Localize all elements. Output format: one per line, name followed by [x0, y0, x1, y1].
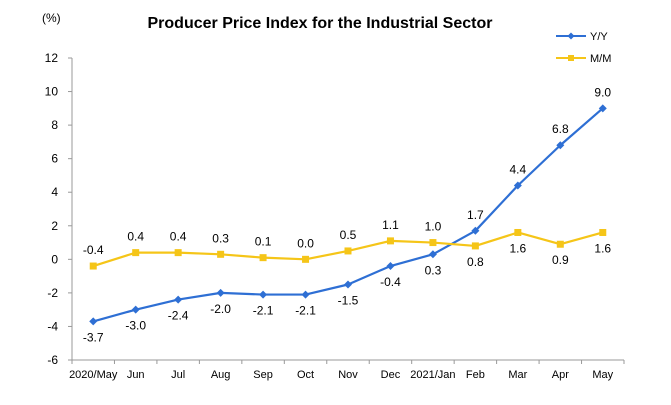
x-tick-label: Dec [381, 369, 401, 381]
chart-title: Producer Price Index for the Industrial … [148, 15, 493, 32]
mm-point-marker [217, 250, 225, 258]
yy-point-marker [89, 317, 98, 326]
x-tick-label: Aug [211, 369, 231, 381]
yy-point-marker [386, 262, 395, 271]
axes: -6 -4 -2 0 2 4 6 8 10 12 2020/May Jun Jul Aug Sep Oct No… [45, 51, 625, 381]
y-tick-label: 0 [51, 252, 58, 266]
series-group [89, 104, 607, 326]
mm-point-marker [89, 262, 97, 270]
yy-point-marker [216, 288, 225, 297]
mm-point-marker [471, 242, 479, 250]
yy-data-label: -0.4 [380, 275, 401, 289]
yy-data-label: 0.3 [425, 263, 442, 277]
yy-point-marker [301, 290, 310, 299]
mm-point-marker [556, 240, 564, 248]
data-labels: -3.7 -3.0 -2.4 -2.0 -2.1 -2.1 -1.5 -0.4 0.3 1.7 4.… [83, 85, 612, 344]
y-tick-label: -4 [47, 319, 58, 333]
legend-marker-yy [567, 32, 575, 40]
mm-data-label: 1.6 [510, 241, 527, 255]
mm-data-label: 0.9 [552, 253, 569, 267]
yy-data-label: -3.0 [125, 319, 146, 333]
x-tick-label: 2021/Jan [410, 369, 455, 381]
yy-data-label: -2.4 [168, 309, 189, 323]
x-tick-label: Feb [466, 369, 485, 381]
y-axis-unit-label: (%) [42, 11, 61, 25]
yy-data-label: -1.5 [338, 294, 359, 308]
legend: Y/Y M/M [556, 31, 611, 65]
mm-data-label: 1.1 [382, 218, 399, 232]
x-tick-label: Oct [297, 369, 314, 381]
yy-data-label: 6.8 [552, 122, 569, 136]
legend-label-yy: Y/Y [590, 31, 608, 43]
yy-point-marker [471, 226, 480, 235]
y-tick-label: 6 [51, 152, 58, 166]
x-tick-label: Sep [253, 369, 273, 381]
mm-data-label: -0.4 [83, 243, 104, 257]
series-line-yy [92, 107, 604, 323]
mm-point-marker [429, 239, 437, 247]
x-tick-label: Jun [127, 369, 145, 381]
yy-point-marker [131, 305, 140, 314]
y-tick-label: 10 [45, 85, 59, 99]
yy-point-marker [513, 181, 522, 190]
mm-point-marker [386, 237, 394, 245]
x-tick-label: Jul [171, 369, 185, 381]
yy-point-marker [428, 250, 437, 259]
mm-data-label: 1.6 [594, 241, 611, 255]
mm-point-marker [344, 247, 352, 255]
yy-data-label: 1.7 [467, 208, 484, 222]
mm-data-label: 0.0 [297, 236, 314, 250]
x-tick-label: May [592, 369, 613, 381]
y-tick-label: 2 [51, 219, 58, 233]
mm-data-label: 0.3 [212, 231, 229, 245]
x-tick-label: Mar [508, 369, 527, 381]
mm-data-label: 0.4 [170, 230, 187, 244]
mm-point-marker [302, 255, 310, 263]
legend-label-mm: M/M [590, 53, 611, 65]
mm-data-label: 0.4 [127, 230, 144, 244]
yy-data-label: 9.0 [594, 85, 611, 99]
yy-data-label: -2.0 [210, 302, 231, 316]
y-tick-label: -2 [47, 286, 58, 300]
yy-data-label: -3.7 [83, 330, 104, 344]
yy-point-marker [598, 104, 607, 113]
y-tick-label: 4 [51, 185, 58, 199]
x-tick-label: Apr [552, 369, 569, 381]
yy-point-marker [174, 295, 183, 304]
mm-data-label: 0.5 [340, 228, 357, 242]
yy-data-label: -2.1 [295, 304, 316, 318]
yy-point-marker [556, 141, 565, 150]
mm-data-label: 0.1 [255, 235, 272, 249]
mm-point-marker [174, 249, 182, 257]
yy-data-label: -2.1 [253, 304, 274, 318]
yy-point-marker [259, 290, 268, 299]
mm-data-label: 0.8 [467, 255, 484, 269]
mm-point-marker [514, 228, 522, 236]
mm-point-marker [599, 228, 607, 236]
y-tick-label: 12 [45, 51, 59, 65]
yy-data-label: 4.4 [510, 163, 527, 177]
legend-marker-mm [568, 55, 574, 61]
mm-data-label: 1.0 [425, 220, 442, 234]
x-tick-label: Nov [338, 369, 358, 381]
y-tick-label: 8 [51, 118, 58, 132]
yy-point-marker [344, 280, 352, 289]
mm-point-marker [259, 254, 267, 262]
mm-point-marker [132, 249, 140, 257]
y-tick-label: -6 [47, 353, 58, 367]
x-tick-label: 2020/May [69, 369, 118, 381]
